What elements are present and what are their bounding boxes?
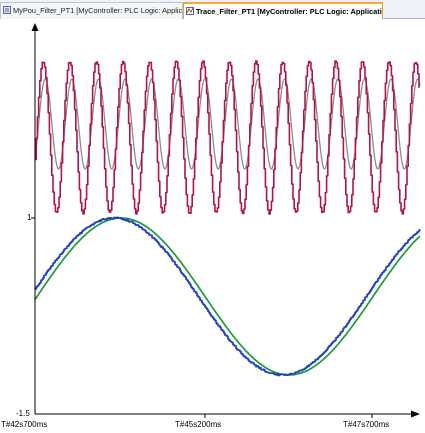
x-axis-arrow xyxy=(411,411,420,418)
tab-label: MyPou_Filter_PT1 [MyController: PLC Logi… xyxy=(13,6,183,15)
slow-filtered-trace xyxy=(35,218,420,375)
x-tick-label-middle: T#45s200ms xyxy=(175,420,221,429)
pou-icon xyxy=(3,6,11,14)
y-axis-arrow xyxy=(32,23,39,31)
editor-tab-bar: MyPou_Filter_PT1 [MyController: PLC Logi… xyxy=(0,0,425,19)
trace-icon xyxy=(186,7,194,15)
y-tick-label-top: 1 xyxy=(27,213,31,222)
trace-chart-svg xyxy=(0,20,425,433)
slow-raw-trace xyxy=(35,217,420,375)
tab-trace-filter-pt1[interactable]: Trace_Filter_PT1 [MyController: PLC Logi… xyxy=(183,2,383,19)
x-tick-label-right: T#47s700ms xyxy=(343,420,389,429)
trace-chart[interactable]: 1 -1.5 T#42s700ms T#45s200ms T#47s700ms xyxy=(0,20,425,433)
tab-label: Trace_Filter_PT1 [MyController: PLC Logi… xyxy=(196,7,383,16)
tab-mypou-filter-pt1[interactable]: MyPou_Filter_PT1 [MyController: PLC Logi… xyxy=(0,2,183,19)
raw-fast-trace xyxy=(35,61,419,214)
y-tick-label-bottom: -1.5 xyxy=(16,409,30,418)
x-tick-label-left: T#42s700ms xyxy=(1,420,47,429)
